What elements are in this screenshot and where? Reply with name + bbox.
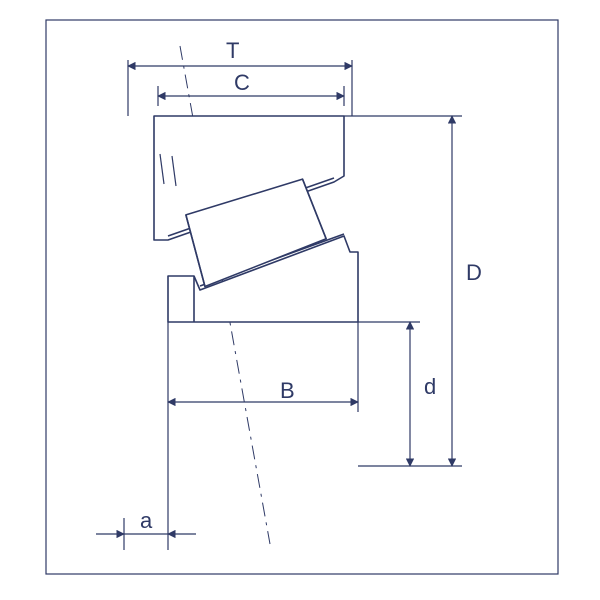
dim-B xyxy=(168,322,358,412)
label-C: C xyxy=(234,70,250,96)
diagram-stage: T C B a D d xyxy=(0,0,600,600)
label-D: D xyxy=(466,260,482,286)
dim-C xyxy=(158,86,344,106)
label-B: B xyxy=(280,378,295,404)
label-T: T xyxy=(226,38,239,64)
label-a: a xyxy=(140,508,152,534)
dim-d xyxy=(358,322,420,466)
dim-D xyxy=(344,116,462,466)
bearing-section xyxy=(154,116,358,322)
bearing-diagram-svg xyxy=(0,0,600,600)
label-d: d xyxy=(424,374,436,400)
